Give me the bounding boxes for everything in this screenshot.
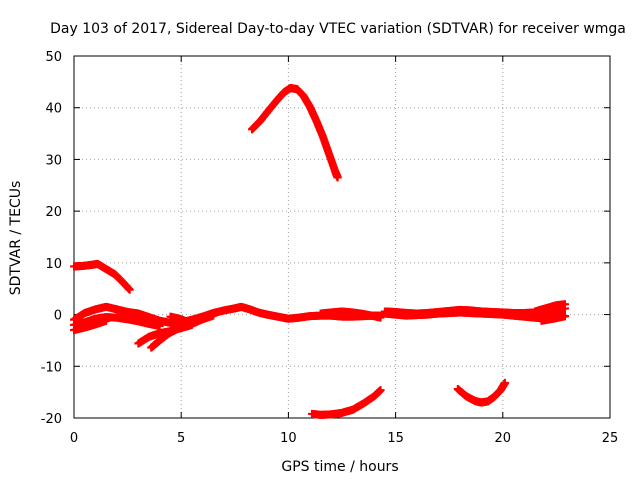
data-point <box>172 325 181 334</box>
data-point <box>125 285 134 294</box>
series-arc-5 <box>70 316 111 335</box>
y-tick-label: 20 <box>45 205 62 220</box>
y-tick-label: 30 <box>45 153 62 168</box>
plot-frame <box>73 55 611 419</box>
series-arc-2 <box>247 84 342 182</box>
x-tick-label: 5 <box>177 431 185 446</box>
series-arc-15 <box>453 378 509 407</box>
series-arc-7 <box>147 325 181 352</box>
grid <box>74 56 610 418</box>
data-marks <box>70 84 569 419</box>
x-tick-label: 0 <box>70 431 78 446</box>
y-tick-label: 10 <box>45 257 62 272</box>
data-point <box>560 312 569 321</box>
data-point <box>209 311 218 320</box>
y-axis-label: SDTVAR / TECUs <box>8 181 24 296</box>
axis-ticks: 0 5 10 15 20 25 -20 -10 0 10 20 30 40 50 <box>41 50 619 446</box>
series-arc-8 <box>166 311 218 328</box>
series-arc-12 <box>530 300 569 316</box>
x-axis-label: GPS time / hours <box>281 459 398 475</box>
series-arc-9 <box>316 307 385 322</box>
y-tick-label: -10 <box>41 360 62 375</box>
series-arc-13 <box>537 312 569 325</box>
data-point <box>333 173 342 182</box>
y-tick-label: -20 <box>41 412 62 427</box>
chart-title: Day 103 of 2017, Sidereal Day-to-day VTE… <box>50 21 626 37</box>
y-tick-label: 0 <box>54 309 62 324</box>
x-tick-label: 10 <box>280 431 297 446</box>
y-tick-label: 40 <box>45 102 62 117</box>
y-tick-label: 50 <box>45 50 62 65</box>
data-point <box>155 321 164 330</box>
x-tick-label: 20 <box>495 431 512 446</box>
data-point <box>500 378 509 387</box>
series-arc-1 <box>70 259 134 294</box>
data-point <box>376 386 385 395</box>
x-tick-label: 15 <box>387 431 404 446</box>
data-point <box>102 316 111 325</box>
data-point <box>376 313 385 322</box>
series-arc-14 <box>307 386 385 419</box>
x-tick-label: 25 <box>602 431 619 446</box>
data-point <box>560 300 569 309</box>
series-arc-4 <box>70 313 164 330</box>
